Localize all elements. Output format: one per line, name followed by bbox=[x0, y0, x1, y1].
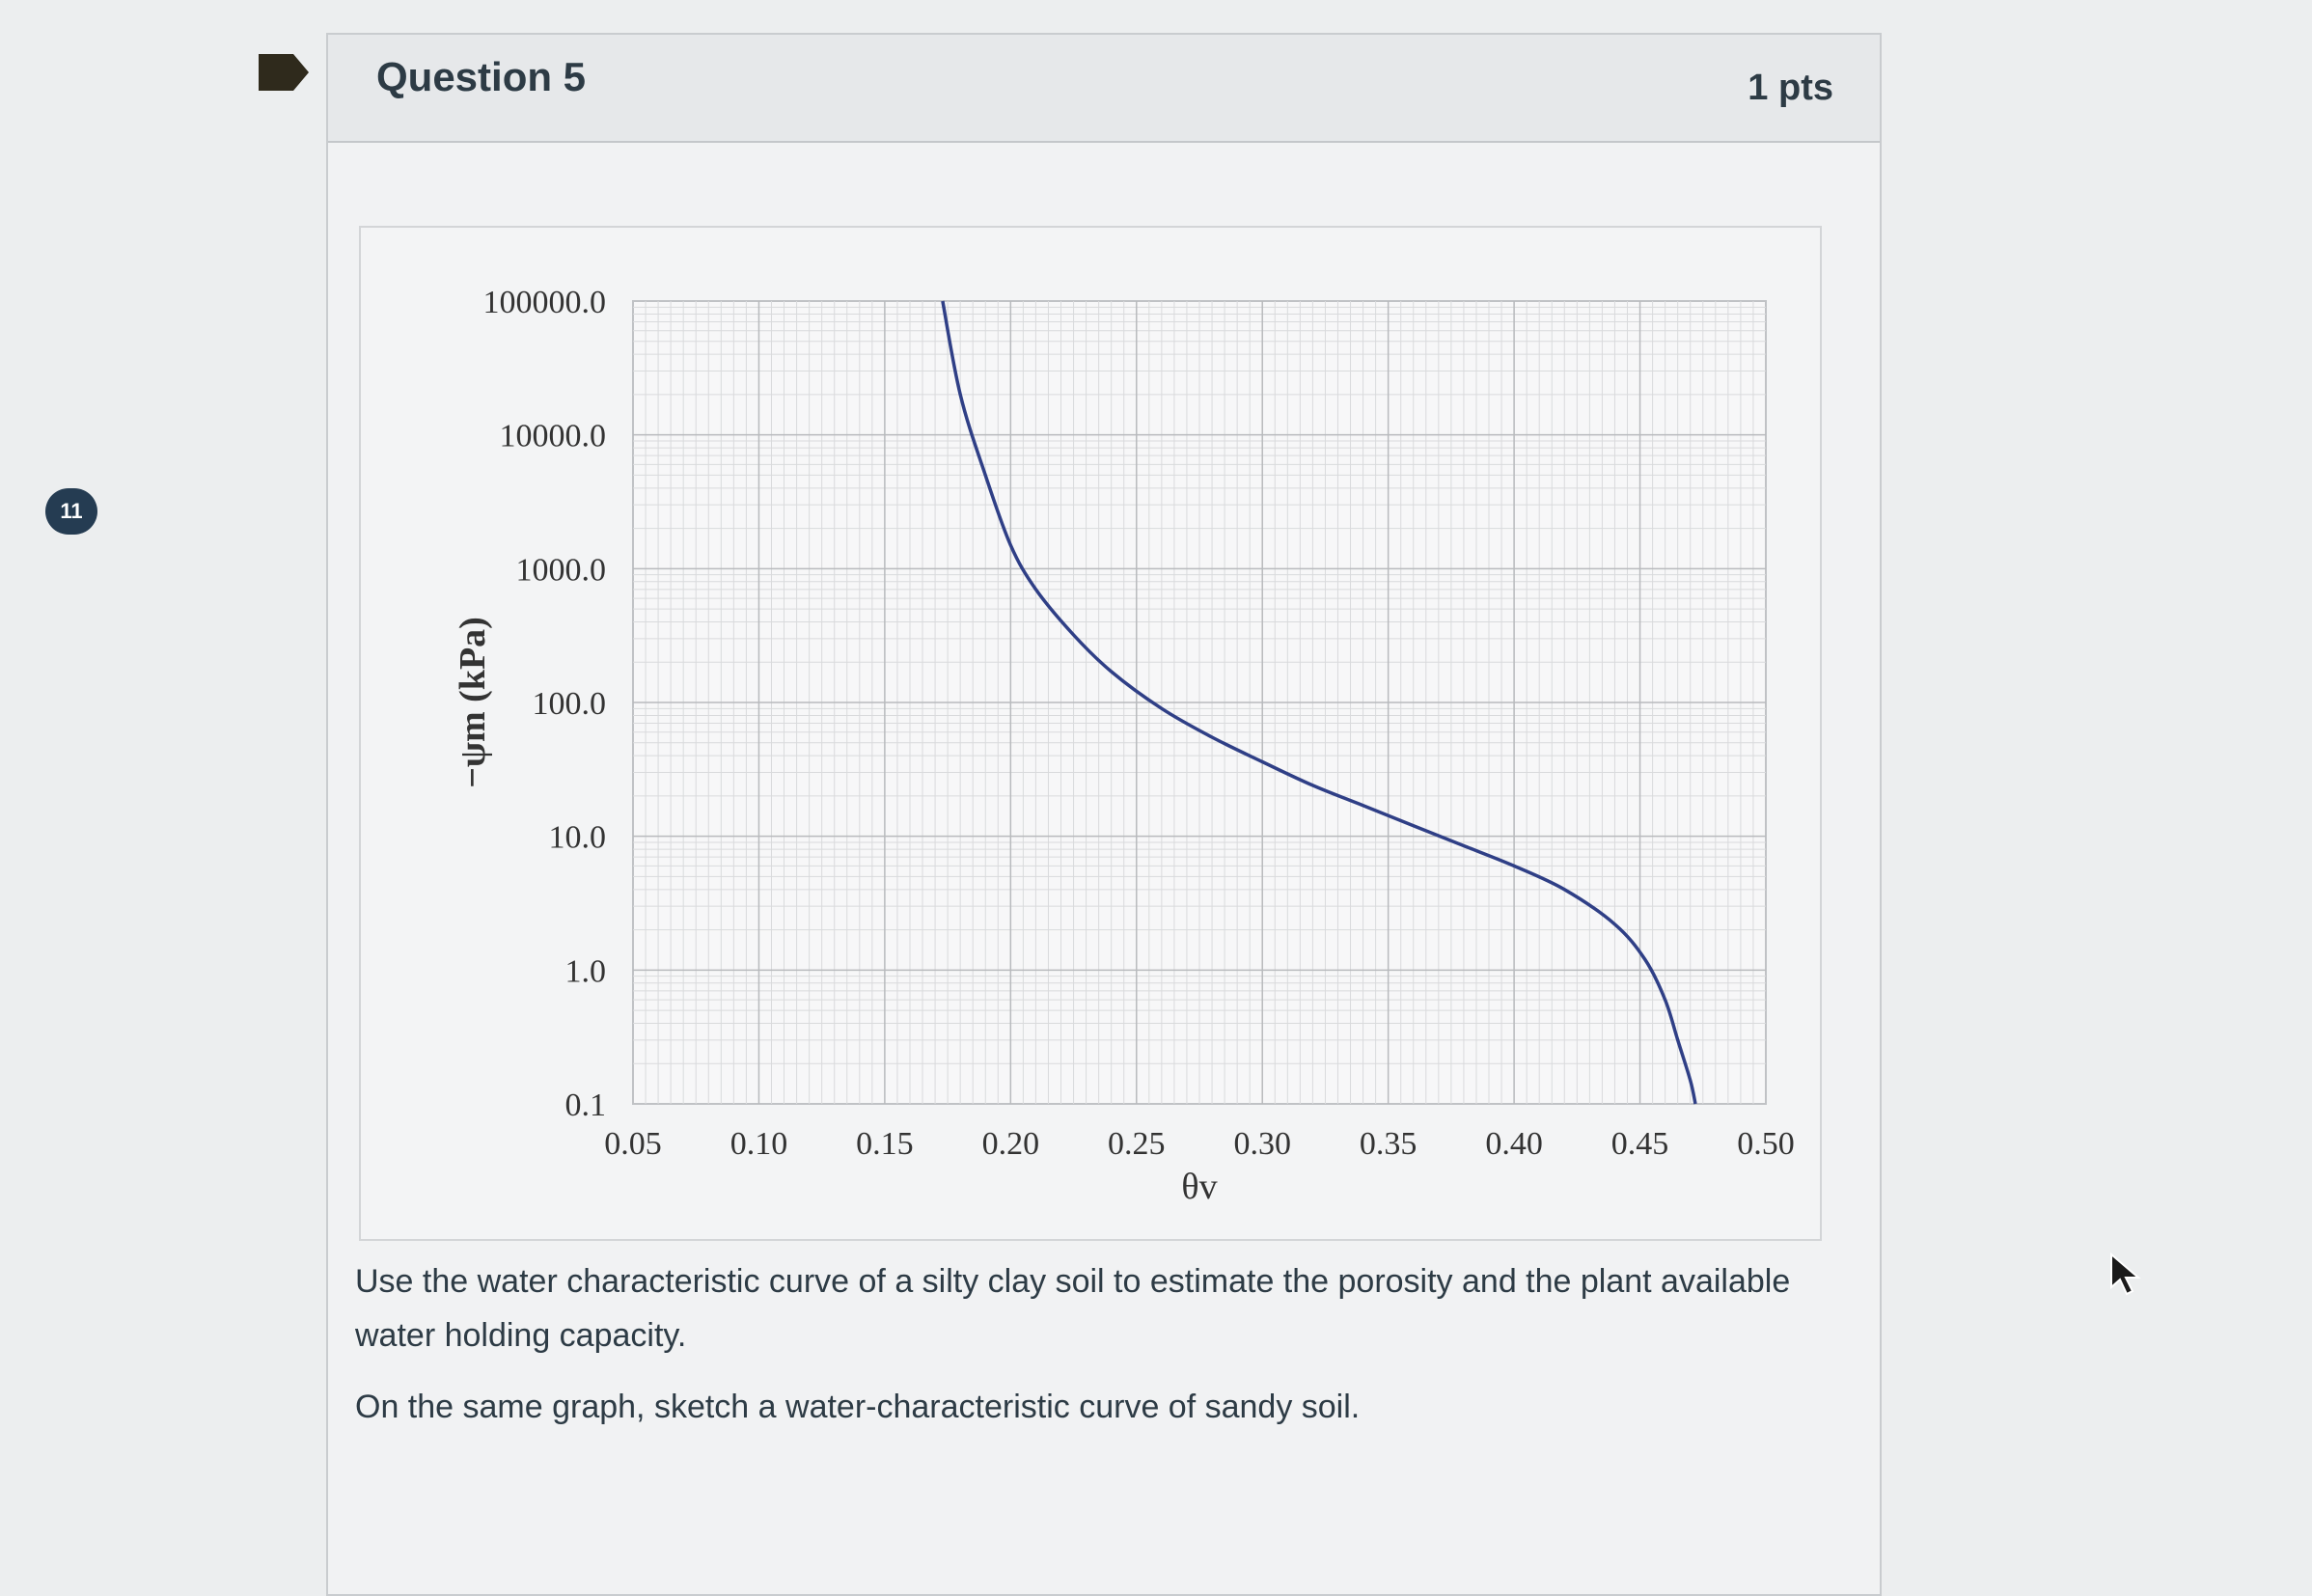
x-tick-label: 0.25 bbox=[1108, 1126, 1166, 1162]
question-points: 1 pts bbox=[1748, 68, 1833, 108]
question-prompt: Use the water characteristic curve of a … bbox=[355, 1263, 1791, 1354]
question-card: Question 5 1 pts 100000.0 10000.0 1000.0 10… bbox=[326, 33, 1882, 1596]
question-header: Question 5 1 pts bbox=[328, 35, 1880, 143]
x-tick-label: 0.15 bbox=[856, 1126, 914, 1162]
x-tick-label: 0.50 bbox=[1737, 1126, 1795, 1162]
left-rail bbox=[0, 0, 289, 1551]
x-tick-label: 0.20 bbox=[982, 1126, 1039, 1162]
question-title: Question 5 bbox=[376, 54, 587, 99]
y-tick-label: 0.1 bbox=[565, 1087, 607, 1123]
y-tick-label: 1.0 bbox=[565, 953, 607, 989]
cursor-arrow-icon bbox=[2110, 1252, 2141, 1296]
x-tick-label: 0.40 bbox=[1485, 1126, 1543, 1162]
x-tick-label: 0.45 bbox=[1611, 1126, 1669, 1162]
series-curve bbox=[941, 300, 1697, 1105]
x-tick-labels: 0.05 0.10 0.15 0.20 0.25 0.30 0.35 0.40 0.45 0.50 bbox=[604, 1126, 1795, 1162]
x-tick-label: 0.30 bbox=[1233, 1126, 1291, 1162]
x-tick-label: 0.10 bbox=[730, 1126, 788, 1162]
water-characteristic-chart: 100000.0 10000.0 1000.0 100.0 10.0 1.0 0.1 0.0… bbox=[453, 285, 1795, 1207]
y-tick-label: 100.0 bbox=[533, 686, 607, 722]
figure-frame: 100000.0 10000.0 1000.0 100.0 10.0 1.0 0.1 0.0… bbox=[359, 226, 1822, 1241]
question-prompt-sandy: On the same graph, sketch a water-charac… bbox=[355, 1389, 1361, 1425]
x-axis-label: θv bbox=[1181, 1167, 1217, 1207]
question-number-badge[interactable]: 11 bbox=[45, 488, 97, 535]
flag-icon[interactable] bbox=[259, 54, 309, 91]
y-tick-label: 1000.0 bbox=[516, 552, 607, 588]
y-tick-label: 10.0 bbox=[549, 820, 607, 856]
x-tick-label: 0.05 bbox=[604, 1126, 662, 1162]
y-axis-label: −ψm (kPa) bbox=[453, 617, 493, 788]
y-tick-labels: 100000.0 10000.0 1000.0 100.0 10.0 1.0 0.1 bbox=[483, 285, 607, 1123]
y-tick-label: 10000.0 bbox=[500, 419, 607, 454]
y-tick-label: 100000.0 bbox=[483, 285, 607, 320]
x-tick-label: 0.35 bbox=[1360, 1126, 1417, 1162]
major-grid bbox=[633, 301, 1766, 1104]
